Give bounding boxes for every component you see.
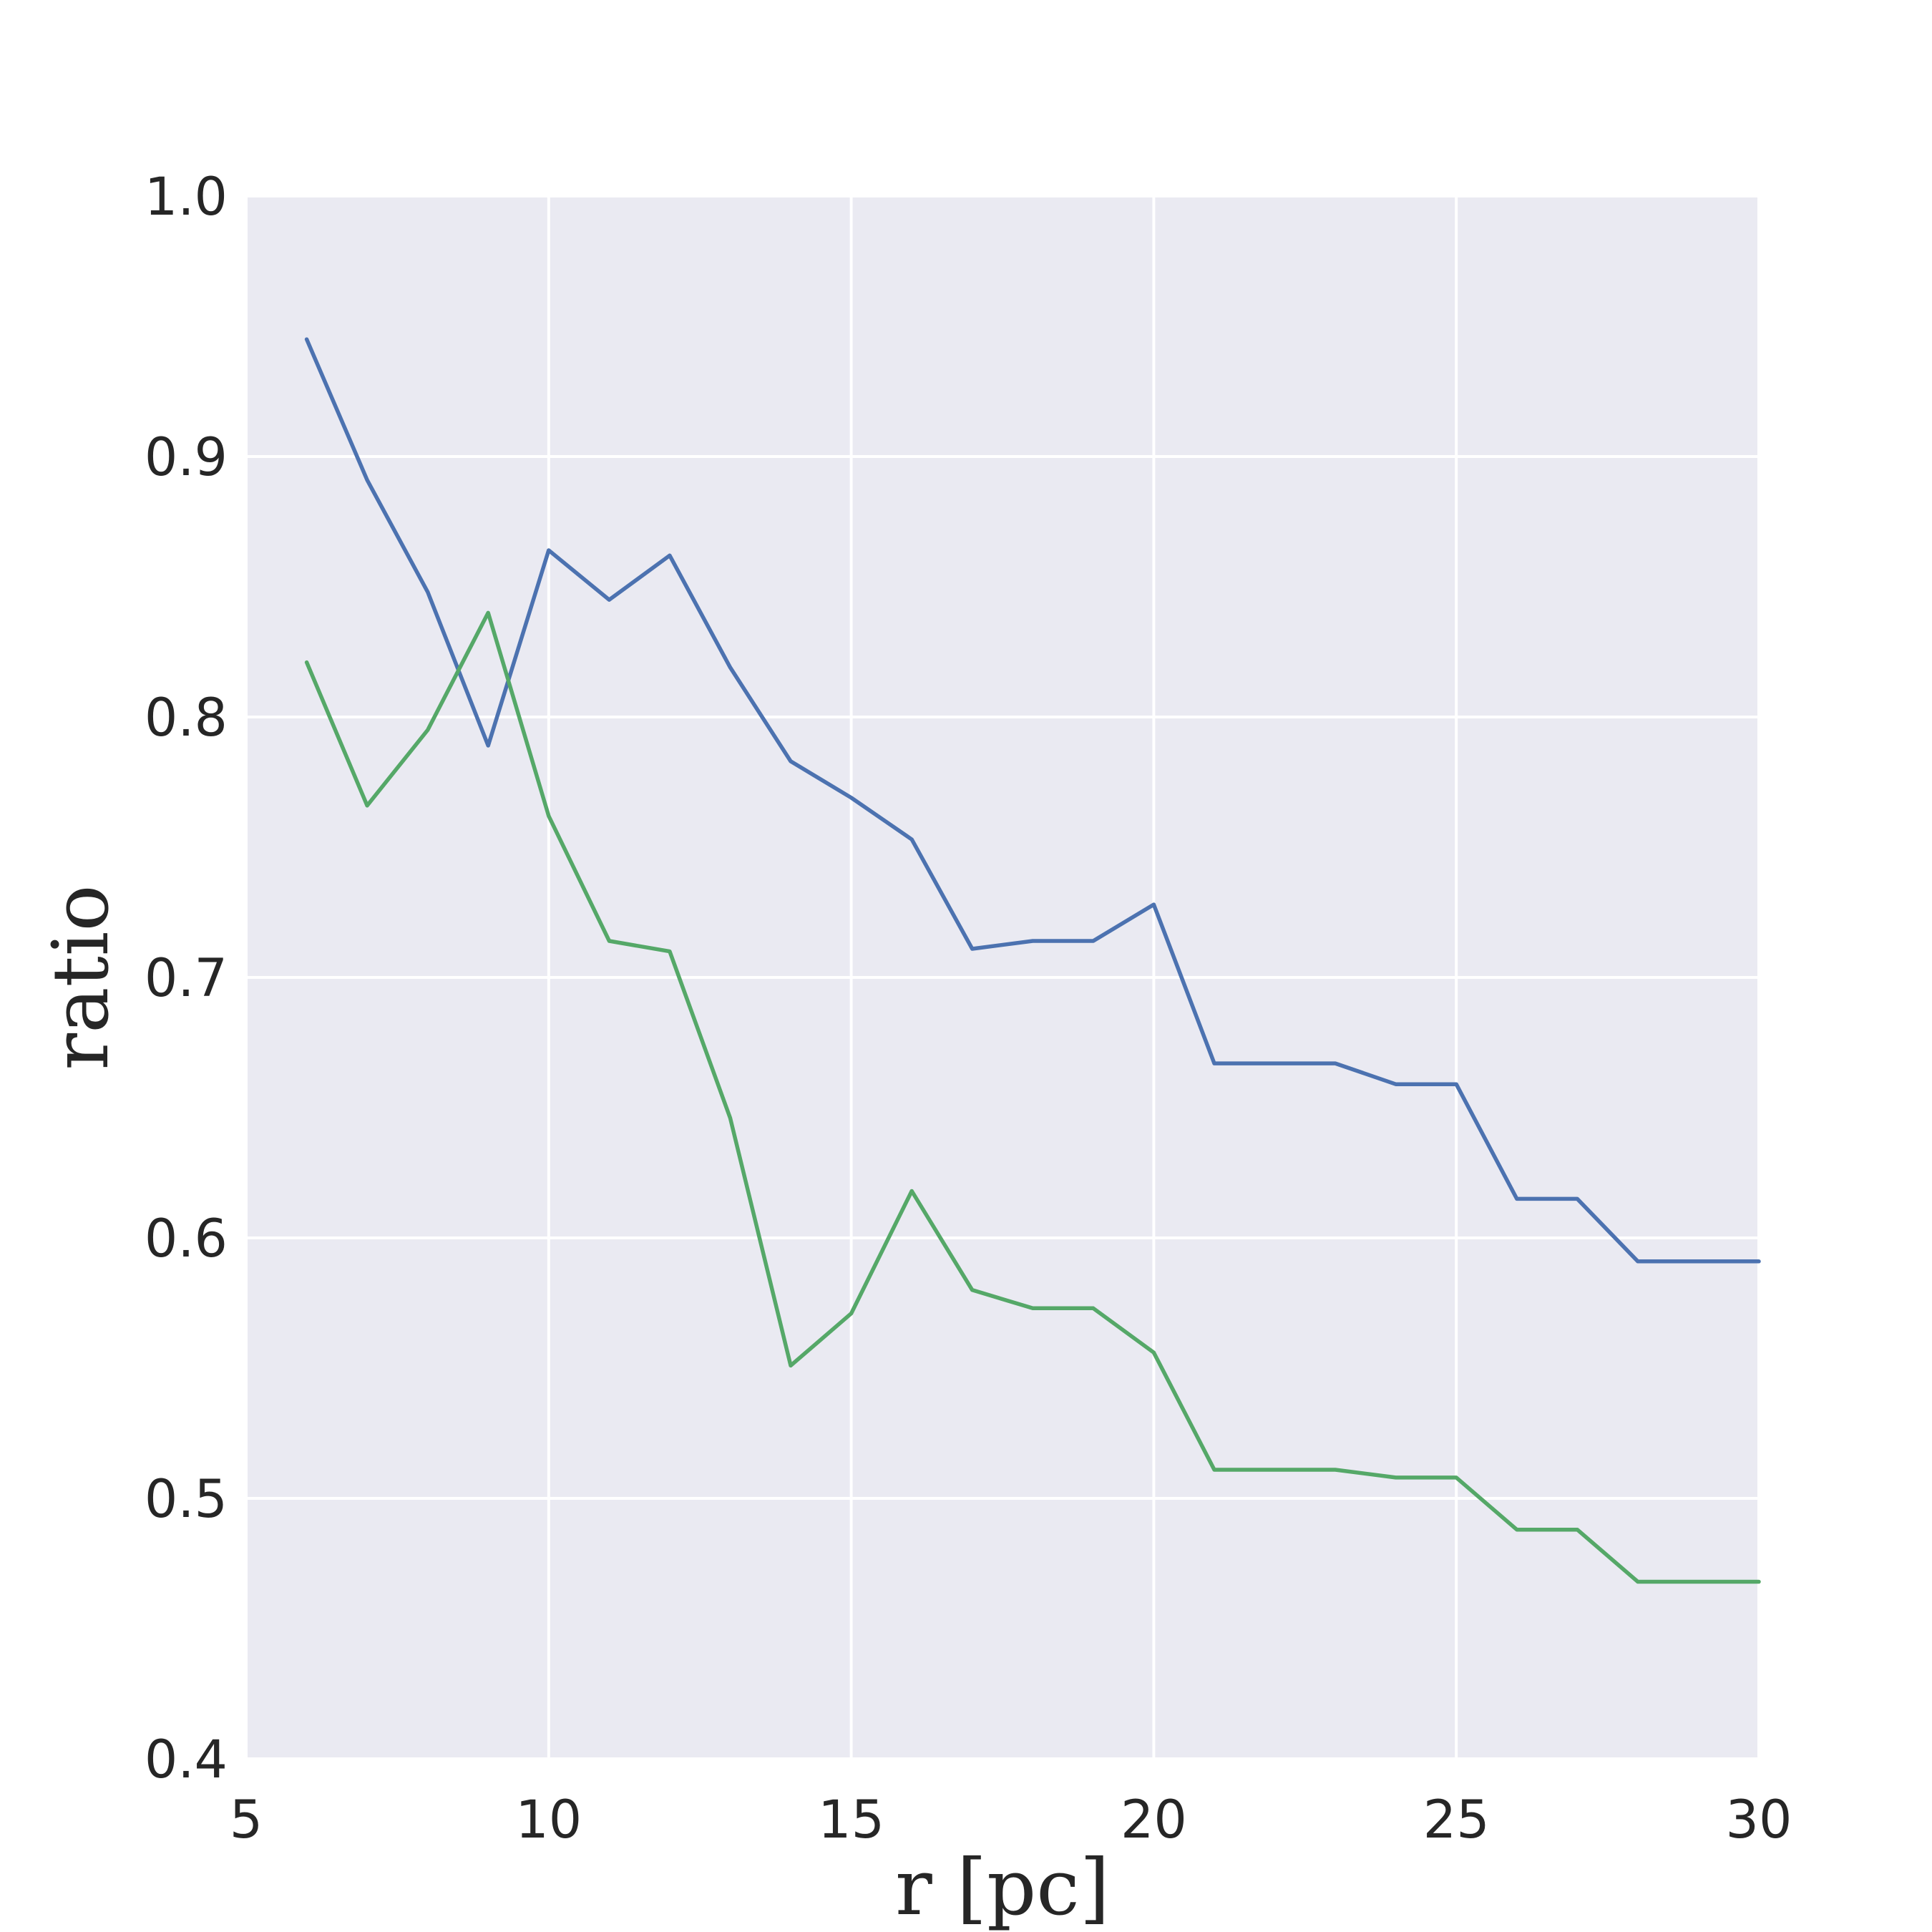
y-tick-label: 0.4	[145, 1729, 228, 1790]
y-tick-label: 0.9	[145, 427, 228, 488]
x-tick-label: 10	[515, 1790, 582, 1850]
x-tick-label: 25	[1423, 1790, 1490, 1850]
series-line-1	[304, 337, 1761, 1264]
x-tick-label: 15	[818, 1790, 884, 1850]
x-axis-label: r [pc]	[895, 1843, 1110, 1932]
y-tick-label: 1.0	[145, 167, 228, 228]
x-tick-label: 30	[1726, 1790, 1792, 1850]
x-tick-label: 20	[1121, 1790, 1187, 1850]
y-axis-label: ratio	[36, 885, 126, 1070]
y-tick-labels: 0.4 0.5 0.6 0.7 0.8 0.9 1.0	[145, 167, 228, 1790]
series-lines	[304, 337, 1761, 1584]
y-tick-label: 0.8	[145, 688, 228, 748]
grid-lines	[245, 195, 1760, 1760]
x-tick-label: 5	[230, 1790, 263, 1850]
y-tick-label: 0.7	[145, 948, 228, 1009]
y-tick-label: 0.5	[145, 1469, 228, 1530]
x-tick-labels: 5 10 15 20 25 30	[230, 1790, 1792, 1850]
y-tick-label: 0.6	[145, 1209, 228, 1269]
series-line-2	[304, 610, 1761, 1584]
